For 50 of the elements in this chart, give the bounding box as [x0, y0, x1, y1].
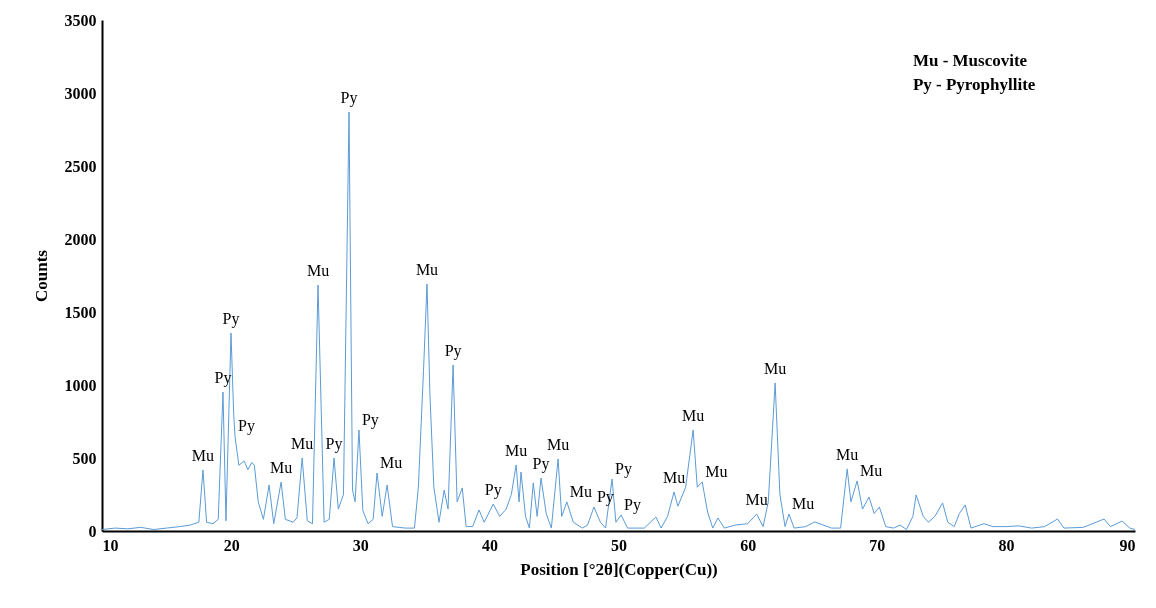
annotation: Mu	[191, 446, 215, 464]
annotation: Mu	[836, 445, 859, 463]
annotation: Py	[624, 495, 641, 514]
annotation: Mu	[291, 435, 314, 452]
annotation: Mu	[662, 469, 686, 487]
annotation: Py	[615, 460, 632, 479]
annotation: Mu	[764, 359, 787, 377]
y-tick-label: 500	[72, 449, 97, 467]
annotation: Mu - Muscovite	[912, 51, 1028, 70]
annotation: Mu	[306, 261, 330, 279]
annotation: Mu	[745, 491, 768, 509]
annotation: Py	[214, 369, 232, 388]
annotation: Mu	[682, 406, 705, 424]
x-tick-label: 80	[998, 536, 1015, 554]
annotation: Py	[238, 417, 255, 436]
annotation: Py	[222, 310, 240, 329]
annotation: Py	[484, 480, 502, 499]
annotation: Mu	[860, 461, 883, 479]
y-tick-label: 3000	[64, 84, 97, 102]
annotation: Mu	[415, 260, 439, 278]
y-axis-title: Counts	[31, 249, 51, 302]
y-tick-label: 2000	[64, 230, 97, 248]
x-tick-label: 70	[869, 536, 886, 554]
y-tick-label: 0	[88, 522, 97, 540]
annotation: Mu	[504, 442, 528, 460]
x-tick-label: 40	[481, 536, 498, 554]
annotation: Mu	[705, 462, 728, 480]
annotation: Py	[361, 410, 379, 429]
y-tick-label: 3500	[64, 11, 97, 29]
annotation: Py - Pyrophyllite	[912, 75, 1036, 94]
x-tick-label: 20	[223, 536, 240, 554]
y-tick-label: 2500	[64, 157, 97, 175]
annotation: Mu	[380, 454, 403, 472]
x-tick-label: 90	[1119, 536, 1136, 554]
annotation: Py	[340, 88, 358, 107]
y-tick-label: 1000	[64, 376, 97, 394]
annotation: Mu	[546, 436, 570, 454]
y-tick-label: 1500	[64, 303, 97, 321]
annotation: Py	[532, 455, 550, 473]
annotation: Py	[596, 488, 614, 507]
x-tick-label: 10	[102, 536, 119, 554]
x-axis-title: Position [°2θ](Copper(Cu))	[520, 559, 718, 579]
x-tick-label: 50	[611, 536, 627, 554]
annotation: Py	[444, 342, 462, 360]
annotation: Mu	[791, 495, 815, 513]
x-tick-label: 30	[352, 536, 369, 554]
x-tick-label: 60	[740, 536, 757, 554]
annotation: Mu	[269, 459, 293, 477]
annotation: Py	[325, 435, 343, 453]
annotation: Mu	[569, 482, 593, 500]
